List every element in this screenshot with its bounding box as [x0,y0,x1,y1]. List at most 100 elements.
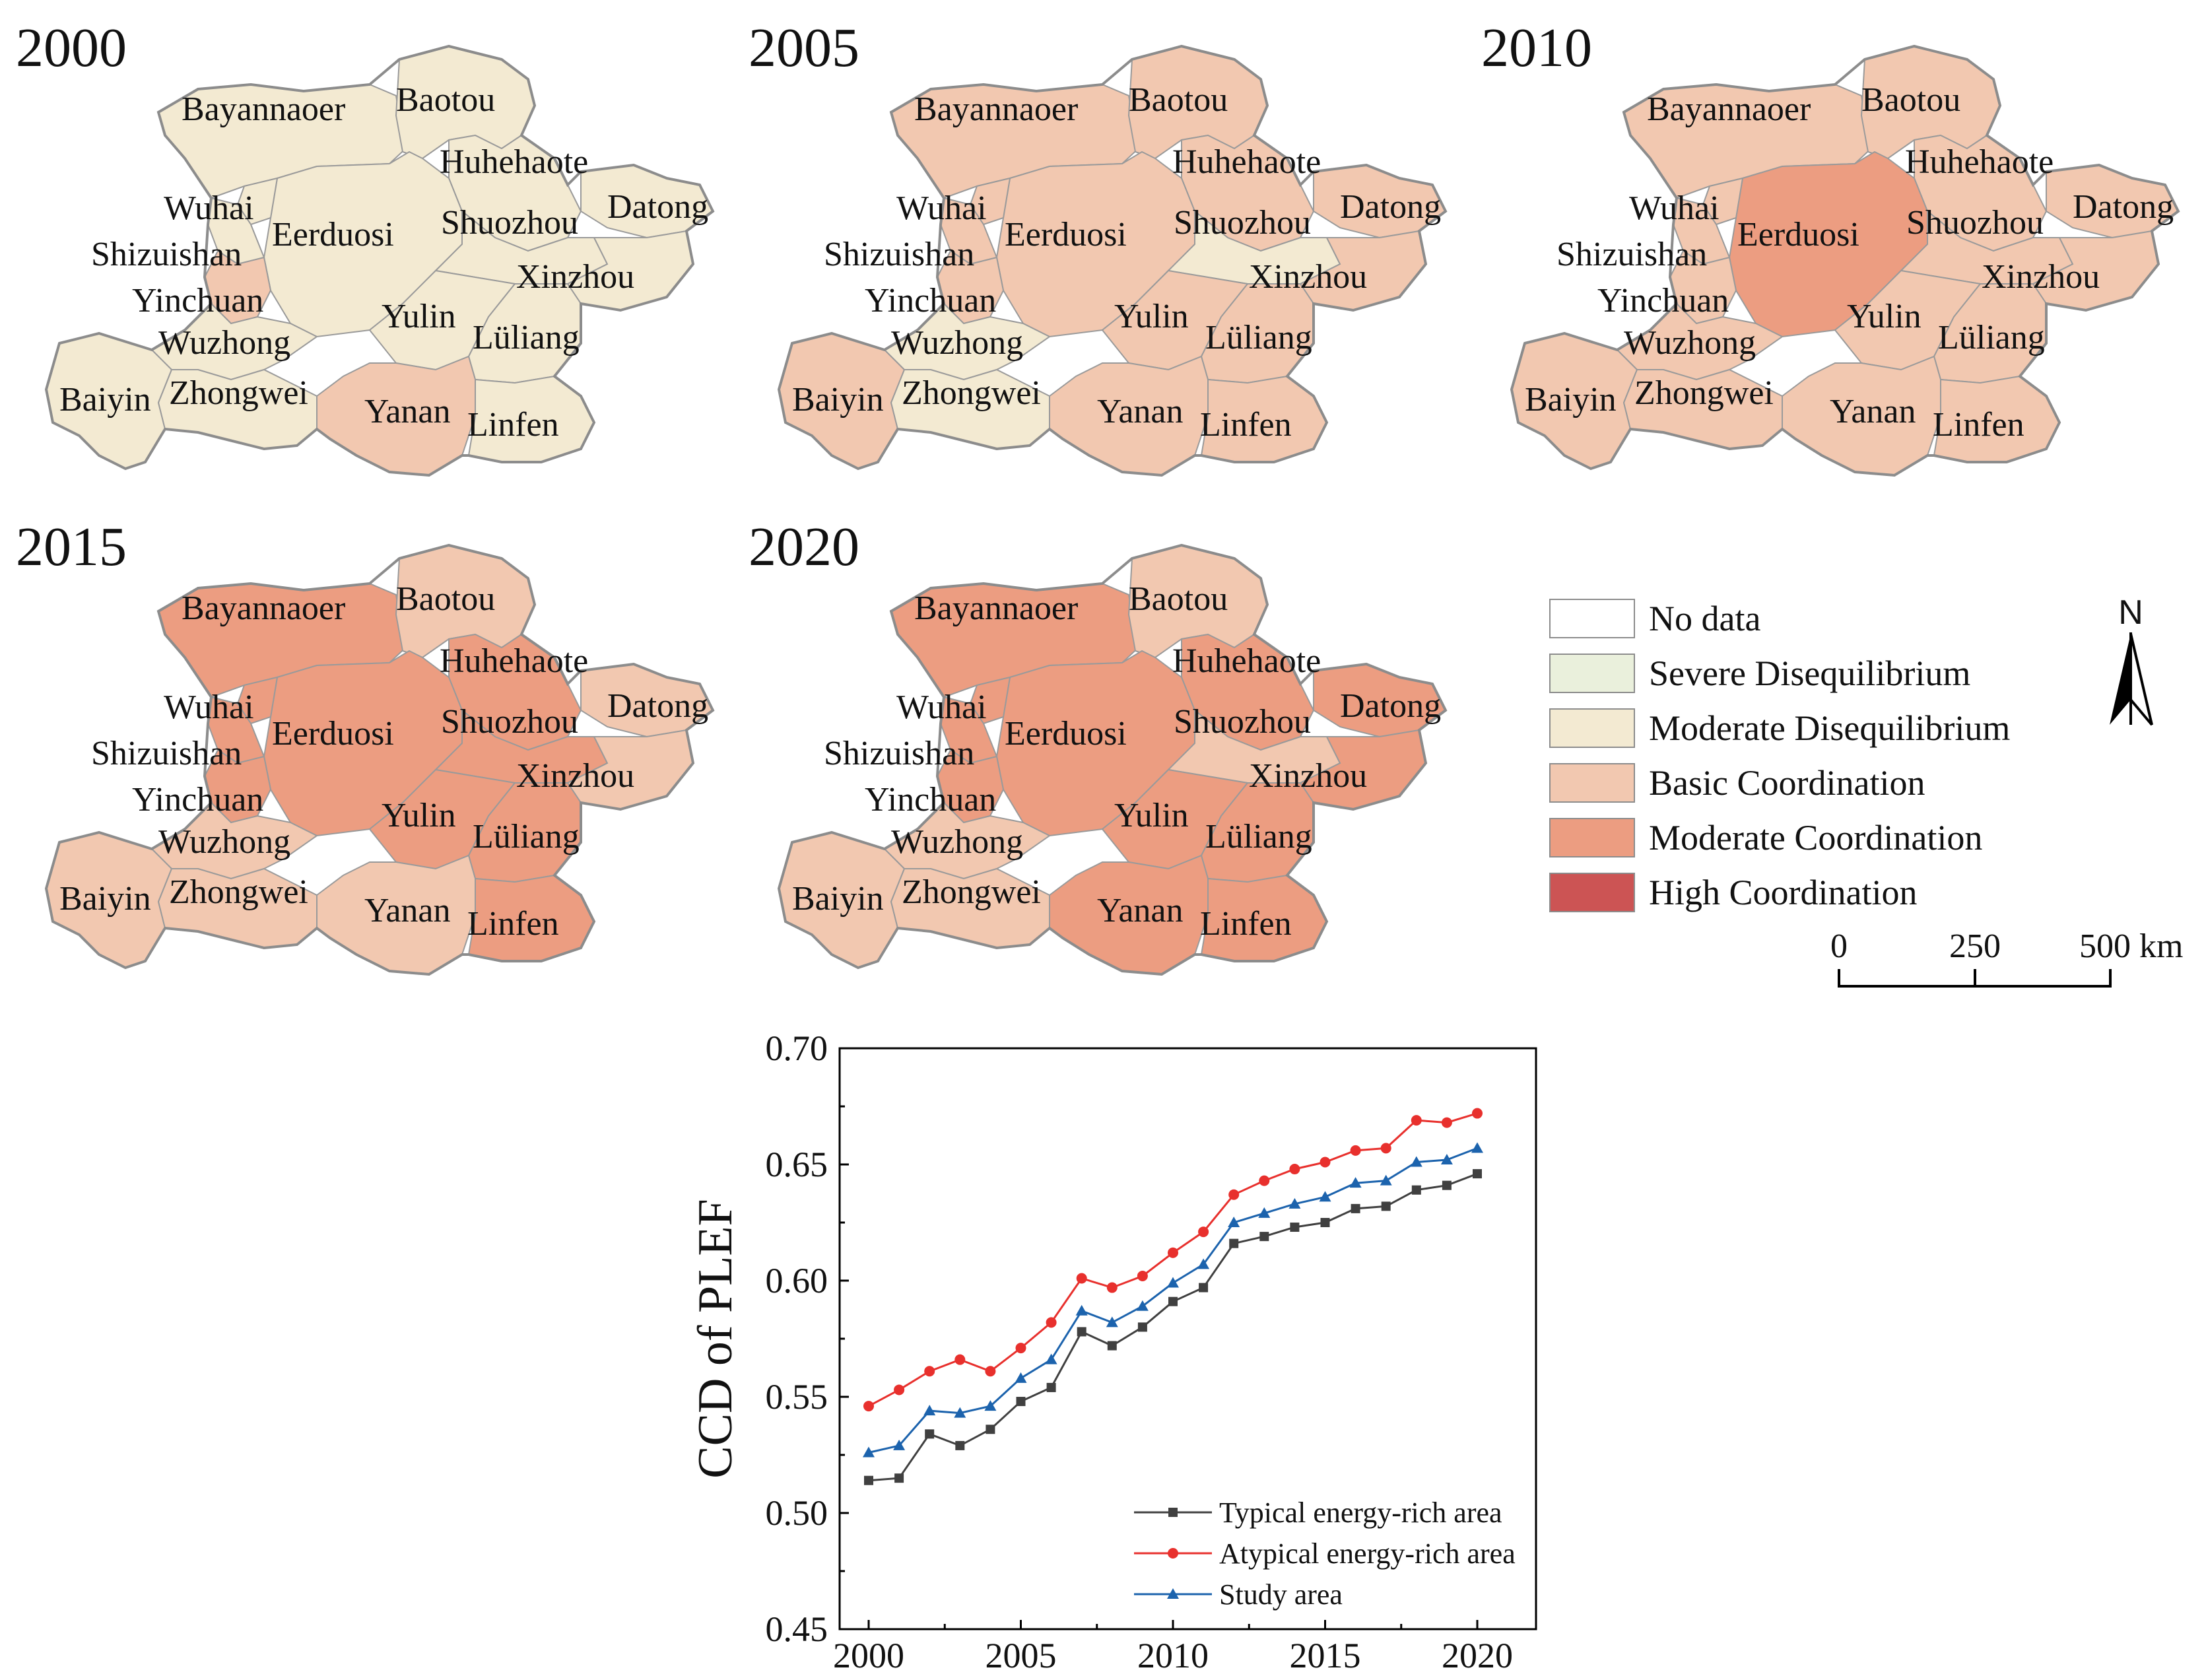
map-2010: Bayannaoer Baotou Huhehaote Datong Eerduosi S… [1481,17,2180,477]
map-2015: Bayannaoer Baotou Huhehaote Datong Eerduosi S… [16,516,715,976]
y-axis-title: CCD of PLEF [688,1199,743,1479]
data-point-2003 [954,1354,966,1365]
series-atypical-energy-rich-area [863,1108,1483,1412]
city-label-yanan: Yanan [364,393,451,430]
data-point-2014 [1288,1197,1301,1209]
map-outline [44,44,715,477]
map-2000: Bayannaoer Baotou Huhehaote Datong Eerduosi S… [16,17,715,477]
y-tick-label: 0.70 [766,1028,828,1068]
city-label-bayannaoer: Bayannaoer [182,90,345,128]
city-label-shuozhou: Shuozhou [1906,204,2044,242]
data-point-2011 [1198,1226,1209,1238]
city-label-xinzhou: Xinzhou [1982,258,2100,296]
chart-legend-item-study-area: Study area [1134,1578,1343,1611]
y-tick-label: 0.65 [766,1145,828,1184]
map-year-label: 2015 [16,516,127,578]
x-axis: 2000 2005 2010 2015 2020 [833,1620,1513,1675]
data-point-2015 [1320,1218,1330,1227]
city-label-huhehaote: Huhehaote [1905,143,2054,181]
city-label-baotou: Baotou [396,81,495,119]
data-point-2010 [1168,1247,1178,1258]
city-label-xinzhou: Xinzhou [516,258,634,296]
scale-label-0: 0 [1830,927,1848,965]
map-outline [777,543,1448,976]
data-point-2002 [924,1366,935,1377]
map-outline [1510,44,2180,477]
city-label-yanan: Yanan [1097,892,1184,929]
city-label-datong: Datong [1340,687,1441,725]
legend: No data Severe Disequilibrium Moderate Dis… [1549,599,2010,912]
data-point-2019 [1442,1180,1452,1190]
map-outline [44,543,715,976]
city-label-bayannaoer: Bayannaoer [182,589,345,627]
chart-legend-item-atypical-energy-rich-area: Atypical energy-rich area [1134,1537,1516,1570]
city-label-shuozhou: Shuozhou [441,204,578,242]
data-point-2020 [1472,1108,1483,1119]
data-point-2020 [1473,1169,1482,1179]
data-point-2012 [1228,1217,1240,1227]
city-label-xinzhou: Xinzhou [516,757,634,795]
city-label-shizuishan: Shizuishan [1556,236,1707,273]
city-label-baiyin: Baiyin [792,880,884,918]
data-point-2003 [955,1440,965,1450]
map-year-label: 2020 [749,516,859,578]
data-point-2005 [1015,1372,1027,1383]
region-wuhai [236,676,279,725]
data-point-2004 [985,1366,996,1377]
city-label-linfen: Linfen [1200,905,1292,943]
city-label-linfen: Linfen [1200,406,1292,444]
y-tick-label: 0.45 [766,1609,828,1649]
city-label-wuhai: Wuhai [164,189,254,227]
legend-label-basic: Basic Coordination [1649,763,1925,803]
city-label-bayannaoer: Bayannaoer [1647,90,1811,128]
data-point-2006 [1046,1317,1057,1328]
legend-swatch-no-data [1549,599,1635,638]
legend-swatch-severe-dis [1549,654,1635,693]
city-label-eerduosi: Eerduosi [1737,216,1859,253]
city-label-wuzhong: Wuzhong [1624,324,1756,362]
data-point-2015 [1320,1157,1331,1168]
city-label-baotou: Baotou [1129,81,1228,119]
legend-marker [1167,1588,1179,1599]
city-label-wuhai: Wuhai [1629,189,1720,227]
data-point-2005 [1016,1397,1026,1407]
city-label-yulin: Yulin [1114,797,1189,834]
data-point-2014 [1289,1164,1300,1175]
data-point-2016 [1351,1203,1360,1213]
legend-swatch-basic [1549,763,1635,803]
y-axis: 0.45 0.50 0.55 0.60 0.65 0.70 [766,1028,849,1649]
city-label-yulin: Yulin [382,298,456,335]
city-label-zhongwei: Zhongwei [902,873,1041,911]
data-point-2018 [1410,1156,1422,1167]
legend-swatch-moderate-coord [1549,818,1635,857]
data-point-2005 [1015,1343,1026,1354]
city-label-huhehaote: Huhehaote [440,143,588,181]
city-label-datong: Datong [607,188,708,226]
city-label-yinchuan: Yinchuan [865,781,996,819]
data-point-2004 [986,1425,995,1434]
map-year-label: 2010 [1481,17,1592,79]
city-label-zhongwei: Zhongwei [902,374,1041,412]
region-wuhai [969,177,1011,226]
city-label-shuozhou: Shuozhou [1174,204,1311,242]
map-year-label: 2000 [16,17,127,79]
city-label-wuhai: Wuhai [896,189,987,227]
data-point-2015 [1319,1191,1331,1202]
city-label-luliang: Lüliang [1205,818,1312,856]
data-point-2017 [1380,1143,1391,1154]
data-point-2000 [863,1446,875,1458]
data-point-2000 [863,1401,874,1412]
city-label-zhongwei: Zhongwei [169,873,308,911]
city-label-wuzhong: Wuzhong [891,823,1023,861]
map-year-label: 2005 [749,17,859,79]
city-label-luliang: Lüliang [1938,319,2045,356]
region-wuhai [1702,177,1744,226]
legend-label-moderate-dis: Moderate Disequilibrium [1649,708,2010,748]
legend-swatch-high-coord [1549,873,1635,912]
city-label-datong: Datong [1340,188,1441,226]
city-label-datong: Datong [2073,188,2174,226]
city-label-xinzhou: Xinzhou [1249,757,1367,795]
city-label-yinchuan: Yinchuan [1597,282,1729,319]
north-arrow-left-half [2110,634,2131,725]
map-2020: Bayannaoer Baotou Huhehaote Datong Eerduosi S… [749,516,1448,976]
